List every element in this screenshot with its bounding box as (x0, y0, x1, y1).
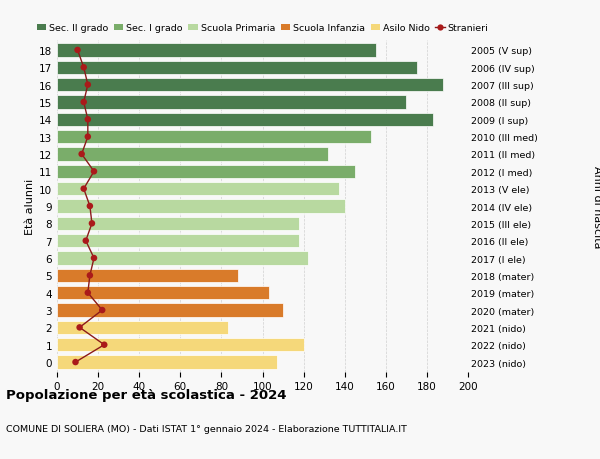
Bar (57, 269, 238, 282)
Bar (57, 165, 355, 179)
Point (79, 99, 89, 106)
Text: COMUNE DI SOLIERA (MO) - Dati ISTAT 1° gennaio 2024 - Elaborazione TUTTITALIA.IT: COMUNE DI SOLIERA (MO) - Dati ISTAT 1° g… (6, 425, 407, 434)
Bar (57, 96, 406, 110)
Bar (57, 131, 371, 144)
Point (97, 307, 107, 314)
Bar (57, 356, 277, 369)
Bar (57, 252, 308, 265)
Point (75, 324, 85, 331)
Bar (57, 217, 299, 230)
Legend: Sec. II grado, Sec. I grado, Scuola Primaria, Scuola Infanzia, Asilo Nido, Stran: Sec. II grado, Sec. I grado, Scuola Prim… (37, 24, 488, 34)
Bar (57, 183, 338, 196)
Point (83, 82, 92, 89)
Point (81, 237, 91, 245)
Point (83, 134, 92, 141)
Bar (57, 62, 416, 75)
Point (71, 358, 80, 366)
Bar (57, 78, 443, 92)
Text: Anni di nascita: Anni di nascita (592, 165, 600, 248)
Text: Popolazione per età scolastica - 2024: Popolazione per età scolastica - 2024 (6, 388, 287, 401)
Bar (57, 286, 269, 300)
Point (87, 220, 97, 228)
Bar (57, 321, 227, 335)
Point (77, 151, 86, 158)
Point (85, 272, 95, 280)
Point (83, 289, 92, 297)
Point (100, 341, 109, 349)
Bar (57, 148, 328, 162)
Point (79, 185, 89, 193)
Point (83, 117, 92, 124)
Bar (57, 338, 304, 352)
Bar (57, 235, 299, 248)
Bar (57, 113, 433, 127)
Bar (57, 200, 345, 213)
Point (79, 64, 89, 72)
Point (73, 47, 82, 55)
Point (89, 255, 99, 262)
Bar (57, 44, 376, 57)
Point (89, 168, 99, 176)
Y-axis label: Età alunni: Età alunni (25, 179, 35, 235)
Bar (57, 303, 283, 317)
Point (85, 203, 95, 210)
